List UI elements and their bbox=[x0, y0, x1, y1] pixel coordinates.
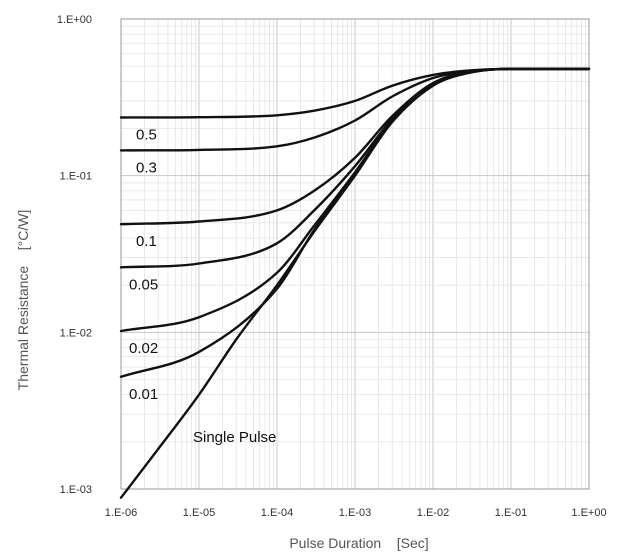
x-tick-labels: 1.E-06 1.E-05 1.E-04 1.E-03 1.E-02 1.E-01 1.E+… bbox=[105, 507, 607, 519]
x-tick-label: 1.E-03 bbox=[339, 507, 371, 519]
x-tick-label: 1.E+00 bbox=[571, 507, 606, 519]
y-tick-label: 1.E+00 bbox=[57, 14, 92, 26]
curve-label: 0.5 bbox=[136, 127, 157, 144]
curves bbox=[119, 67, 591, 499]
curve-labels: 0.5 0.3 0.1 0.05 0.02 0.01 Single Pulse bbox=[129, 127, 276, 446]
x-tick-label: 1.E-02 bbox=[417, 507, 449, 519]
curve-label: 0.02 bbox=[129, 340, 158, 357]
y-axis-title: Thermal Resistance [°C/W] bbox=[15, 210, 31, 391]
grid bbox=[120, 18, 590, 490]
curve-label: 0.01 bbox=[129, 386, 158, 403]
x-tick-label: 1.E-01 bbox=[495, 507, 527, 519]
plot-frame bbox=[120, 18, 590, 490]
x-tick-label: 1.E-04 bbox=[261, 507, 293, 519]
curve-label: Single Pulse bbox=[193, 429, 276, 446]
curve-single-pulse bbox=[119, 67, 591, 499]
y-tick-label: 1.E-02 bbox=[60, 327, 92, 339]
y-tick-label: 1.E-03 bbox=[60, 484, 92, 496]
y-tick-label: 1.E-01 bbox=[60, 171, 92, 183]
x-tick-label: 1.E-06 bbox=[105, 507, 137, 519]
y-tick-labels: 1.E-03 1.E-02 1.E-01 1.E+00 bbox=[57, 14, 92, 496]
x-tick-label: 1.E-05 bbox=[183, 507, 215, 519]
x-axis-title: Pulse Duration [Sec] bbox=[289, 535, 428, 551]
curve-label: 0.05 bbox=[129, 276, 158, 293]
curve-label: 0.3 bbox=[136, 159, 157, 176]
curve-label: 0.1 bbox=[136, 233, 157, 250]
